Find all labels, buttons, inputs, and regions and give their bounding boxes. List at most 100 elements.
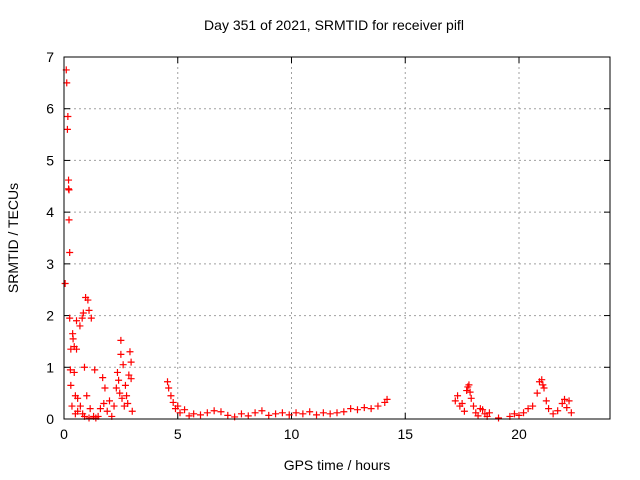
data-point <box>474 412 482 420</box>
y-tick-label: 2 <box>46 308 54 324</box>
data-point <box>87 314 95 322</box>
data-point <box>353 406 361 414</box>
data-point <box>538 376 546 384</box>
data-point <box>80 363 88 371</box>
chart-title: Day 351 of 2021, SRMTID for receiver pif… <box>204 17 464 33</box>
data-point <box>285 411 293 419</box>
data-point <box>117 336 125 344</box>
data-point <box>103 407 111 415</box>
data-point <box>118 394 126 402</box>
data-point <box>116 389 124 397</box>
data-point <box>360 404 368 412</box>
data-point <box>121 381 129 389</box>
data-point <box>112 384 120 392</box>
data-point <box>244 412 252 420</box>
data-point <box>306 408 314 416</box>
data-point <box>106 397 113 405</box>
data-point <box>510 410 518 418</box>
data-point <box>65 176 73 184</box>
data-point <box>86 405 94 413</box>
data-point <box>467 394 475 402</box>
data-points <box>61 66 575 422</box>
data-point <box>313 411 321 419</box>
data-point <box>554 407 562 415</box>
y-tick-label: 0 <box>46 411 54 427</box>
data-point <box>185 412 193 420</box>
data-point <box>96 405 104 413</box>
data-point <box>67 381 75 389</box>
data-point <box>258 407 266 415</box>
data-point <box>460 407 468 415</box>
data-point <box>470 402 477 410</box>
data-point <box>128 407 136 415</box>
data-point <box>164 378 172 386</box>
axis-ticks: 0 5 10 15 20 0 1 2 3 4 5 6 7 <box>46 49 610 442</box>
data-point <box>515 411 523 419</box>
data-point <box>529 402 537 410</box>
data-point <box>278 409 286 417</box>
y-tick-label: 4 <box>46 204 54 220</box>
data-point <box>91 366 99 374</box>
data-point <box>79 309 87 317</box>
data-point <box>545 405 553 413</box>
data-point <box>126 348 134 356</box>
data-point <box>65 216 73 224</box>
data-point <box>169 398 177 406</box>
data-point <box>340 408 348 416</box>
data-point <box>66 248 74 256</box>
x-tick-label: 0 <box>60 426 68 442</box>
data-point <box>197 411 204 419</box>
data-point <box>485 409 493 417</box>
data-point <box>181 406 189 414</box>
grid-lines <box>64 57 610 419</box>
data-point <box>113 368 121 376</box>
data-point <box>174 402 182 410</box>
data-point <box>524 405 532 413</box>
data-point <box>85 306 93 314</box>
data-point <box>561 395 568 403</box>
data-point <box>66 366 74 374</box>
x-tick-label: 10 <box>284 426 300 442</box>
data-point <box>127 358 135 366</box>
data-point <box>64 112 72 120</box>
data-point <box>272 410 280 418</box>
data-point <box>63 125 71 133</box>
data-point <box>217 408 225 416</box>
data-point <box>458 399 466 407</box>
data-point <box>68 402 76 410</box>
data-point <box>463 387 471 395</box>
data-point <box>110 402 118 410</box>
data-point <box>66 314 74 322</box>
data-point <box>465 381 473 389</box>
data-point <box>265 411 273 419</box>
data-point <box>533 389 541 397</box>
data-point <box>319 409 327 417</box>
y-tick-label: 6 <box>46 101 54 117</box>
data-point <box>73 317 81 325</box>
data-point <box>540 384 548 392</box>
x-tick-label: 5 <box>174 426 182 442</box>
data-point <box>210 407 218 415</box>
x-tick-label: 15 <box>397 426 413 442</box>
data-point <box>74 407 82 415</box>
data-point <box>73 345 81 353</box>
data-point <box>119 361 127 369</box>
x-tick-label: 20 <box>511 426 527 442</box>
data-point <box>251 409 259 417</box>
data-point <box>101 384 109 392</box>
data-point <box>65 186 73 194</box>
data-point <box>78 314 86 322</box>
data-point <box>61 280 69 288</box>
data-point <box>326 410 334 418</box>
x-axis-label: GPS time / hours <box>284 457 391 473</box>
data-point <box>565 397 573 405</box>
data-point <box>539 381 547 389</box>
data-point <box>85 414 93 422</box>
data-point <box>190 410 198 418</box>
data-point <box>117 350 125 358</box>
data-point <box>203 409 211 417</box>
data-point <box>367 405 375 413</box>
data-point <box>383 395 391 403</box>
data-point <box>74 394 82 402</box>
